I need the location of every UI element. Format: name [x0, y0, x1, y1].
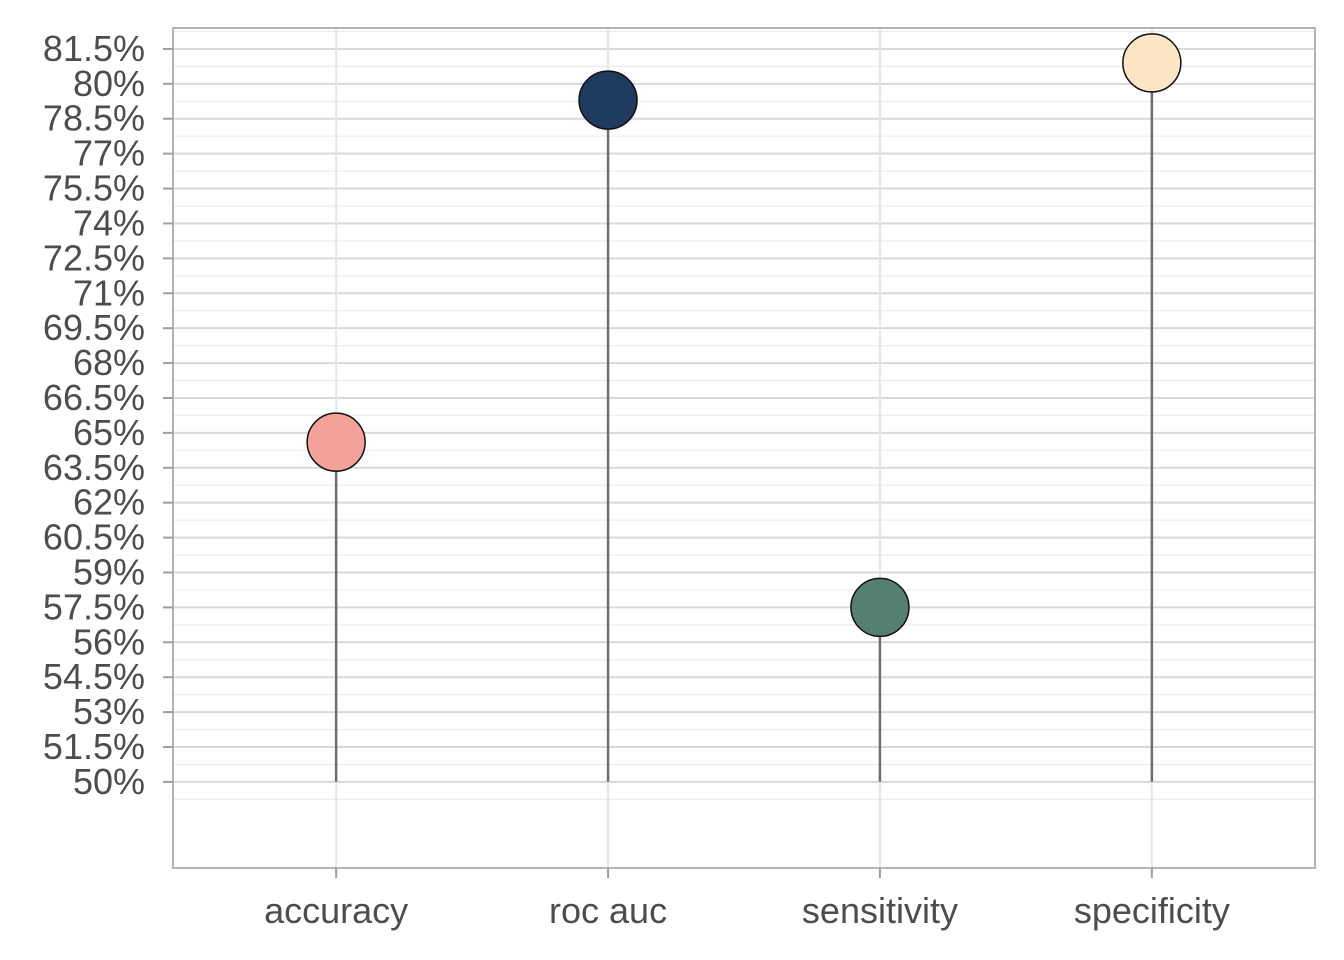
y-tick-label: 66.5%	[43, 377, 145, 418]
x-tick-label: sensitivity	[802, 890, 958, 931]
lollipop-points	[306, 33, 1182, 638]
x-tick-label: accuracy	[264, 890, 408, 931]
x-tick-label: specificity	[1074, 890, 1230, 931]
x-axis: accuracy roc auc sensitivity specificity	[264, 868, 1230, 931]
y-tick-label: 57.5%	[43, 586, 145, 627]
point-accuracy	[306, 412, 366, 472]
y-tick-label: 72.5%	[43, 237, 145, 278]
y-tick-label: 65%	[73, 412, 145, 453]
y-tick-label: 63.5%	[43, 447, 145, 488]
y-tick-label: 71%	[73, 272, 145, 313]
y-tick-label: 81.5%	[43, 28, 145, 69]
y-tick-label: 53%	[73, 691, 145, 732]
y-tick-label: 77%	[73, 133, 145, 174]
y-tick-label: 59%	[73, 551, 145, 592]
y-tick-label: 54.5%	[43, 656, 145, 697]
point-specificity	[1122, 33, 1182, 93]
y-tick-label: 75.5%	[43, 168, 145, 209]
y-tick-label: 51.5%	[43, 726, 145, 767]
y-tick-label: 78.5%	[43, 98, 145, 139]
x-tick-label: roc auc	[549, 890, 667, 931]
point-sensitivity	[850, 577, 910, 638]
y-tick-label: 50%	[73, 761, 145, 802]
y-tick-label: 56%	[73, 621, 145, 662]
y-tick-label: 69.5%	[43, 307, 145, 348]
y-tick-label: 62%	[73, 482, 145, 523]
y-tick-label: 80%	[73, 63, 145, 104]
y-axis: 50%51.5%53%54.5%56%57.5%59%60.5%62%63.5%…	[43, 28, 173, 802]
panel-border	[172, 27, 1316, 869]
y-tick-label: 68%	[73, 342, 145, 383]
point-roc-auc	[578, 70, 638, 130]
y-tick-label: 60.5%	[43, 517, 145, 558]
y-tick-label: 74%	[73, 202, 145, 243]
